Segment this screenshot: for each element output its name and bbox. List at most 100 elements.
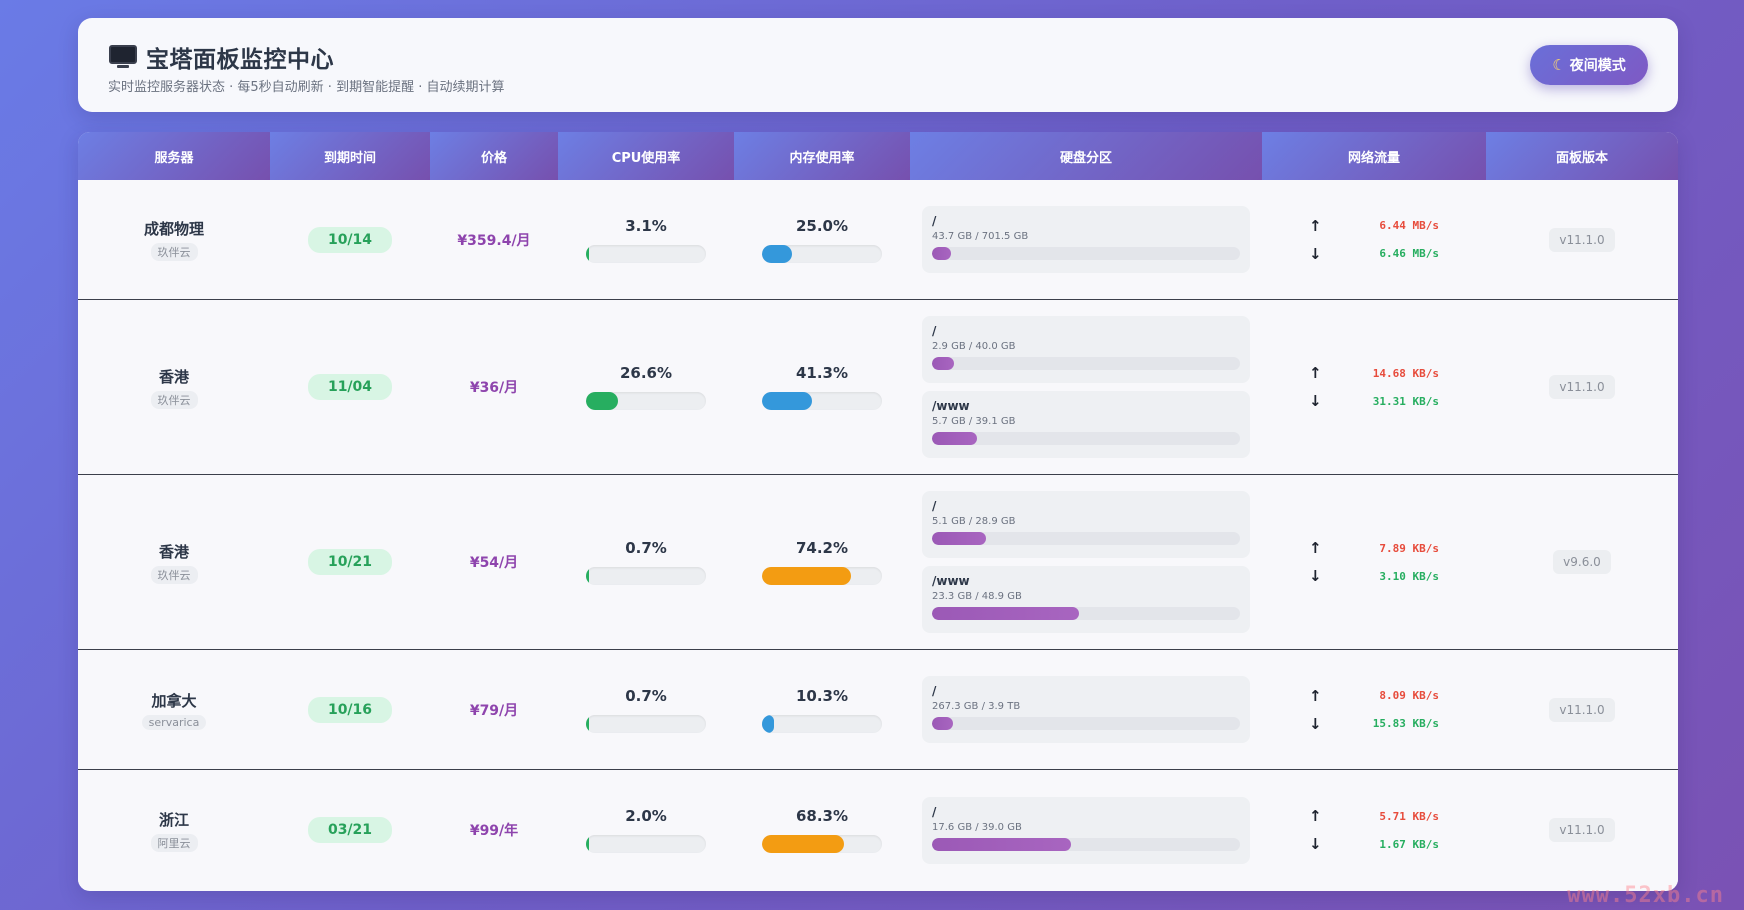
column-header-disk: 硬盘分区 <box>910 132 1262 180</box>
disk-partition: /www 23.3 GB / 48.9 GB <box>922 566 1250 633</box>
memory-bar <box>762 714 882 733</box>
disk-mount: / <box>932 804 937 819</box>
upload-speed: 5.71 KB/s <box>1379 809 1439 823</box>
expire-cell: 10/16 <box>270 650 430 769</box>
column-header-version: 面板版本 <box>1486 132 1678 180</box>
expire-badge: 11/04 <box>307 374 393 400</box>
disk-cell: / 5.1 GB / 28.9 GB /www 23.3 GB / 48.9 G… <box>910 475 1262 649</box>
upload-speed: 7.89 KB/s <box>1379 541 1439 555</box>
cpu-cell: 0.7% <box>558 475 734 649</box>
memory-percent: 25.0% <box>795 216 849 235</box>
disk-mount: /www <box>932 574 970 588</box>
server-cell: 加拿大 servarica <box>78 650 270 769</box>
download-speed: 31.31 KB/s <box>1372 394 1439 408</box>
panel-version: v11.1.0 <box>1549 227 1615 252</box>
cpu-bar <box>586 835 706 853</box>
price-cell: ¥359.4/月 <box>430 180 558 299</box>
server-cell: 香港 玖伴云 <box>78 300 270 474</box>
cpu-cell: 0.7% <box>558 650 734 769</box>
memory-bar <box>762 567 882 585</box>
memory-percent: 74.2% <box>795 539 849 557</box>
server-name: 加拿大 <box>151 691 197 710</box>
disk-usage: 23.3 GB / 48.9 GB <box>932 591 1022 602</box>
price: ¥359.4/月 <box>457 232 531 249</box>
page-title: 宝塔面板监控中心 <box>146 47 334 73</box>
column-header-expire: 到期时间 <box>270 132 430 180</box>
table-row: 香港 玖伴云 10/21 ¥54/月 0.7% 74.2% / 5.1 GB /… <box>78 475 1678 650</box>
server-name: 香港 <box>158 367 189 386</box>
network-down: ↓ 1.67 KB/s <box>1309 835 1439 853</box>
price-cell: ¥79/月 <box>430 650 558 769</box>
memory-percent: 10.3% <box>795 686 849 705</box>
memory-bar-fill <box>762 835 844 853</box>
disk-list: / 17.6 GB / 39.0 GB <box>910 796 1262 864</box>
price-cell: ¥99/年 <box>430 770 558 890</box>
price: ¥54/月 <box>469 555 519 571</box>
table-body: 成都物理 玖伴云 10/14 ¥359.4/月 3.1% 25.0% / 43.… <box>78 180 1678 890</box>
disk-usage: 43.7 GB / 701.5 GB <box>932 231 1029 242</box>
network-up: ↑ 5.71 KB/s <box>1309 807 1439 825</box>
server-name: 香港 <box>158 542 189 561</box>
download-speed: 15.83 KB/s <box>1372 717 1439 730</box>
network-down: ↓ 31.31 KB/s <box>1309 392 1439 410</box>
monitor-icon <box>108 44 138 70</box>
arrow-down-icon: ↓ <box>1309 714 1322 733</box>
cpu-bar-fill <box>586 835 589 853</box>
cpu-bar-fill <box>586 244 589 263</box>
night-mode-button[interactable]: ☾ 夜间模式 <box>1530 45 1648 85</box>
network-traffic: ↑ 14.68 KB/s ↓ 31.31 KB/s <box>1309 364 1439 410</box>
server-cell: 香港 玖伴云 <box>78 475 270 649</box>
panel-version: v9.6.0 <box>1553 550 1611 574</box>
memory-percent: 41.3% <box>795 364 849 382</box>
disk-usage-fill <box>932 532 987 545</box>
column-header-memory: 内存使用率 <box>734 132 910 180</box>
provider-tag: 阿里云 <box>150 833 198 852</box>
disk-usage: 17.6 GB / 39.0 GB <box>932 821 1022 833</box>
disk-usage-fill <box>932 432 977 445</box>
expire-badge: 03/21 <box>307 817 393 843</box>
cpu-bar-fill <box>586 392 618 410</box>
network-traffic: ↑ 8.09 KB/s ↓ 15.83 KB/s <box>1309 687 1439 733</box>
cpu-bar <box>586 392 706 410</box>
page-subtitle: 实时监控服务器状态 · 每5秒自动刷新 · 到期智能提醒 · 自动续期计算 <box>108 80 505 95</box>
disk-mount: / <box>932 324 937 338</box>
memory-bar-fill <box>762 567 852 585</box>
network-up: ↑ 7.89 KB/s <box>1309 539 1439 557</box>
disk-mount: /www <box>932 399 970 413</box>
panel-version: v11.1.0 <box>1549 697 1615 722</box>
expire-badge: 10/14 <box>307 226 393 253</box>
price: ¥36/月 <box>469 380 519 396</box>
cpu-bar-fill <box>586 567 589 585</box>
version-cell: v11.1.0 <box>1486 180 1678 299</box>
disk-usage-fill <box>932 717 953 730</box>
download-speed: 1.67 KB/s <box>1379 837 1439 851</box>
disk-usage: 5.1 GB / 28.9 GB <box>932 516 1016 527</box>
memory-cell: 41.3% <box>734 300 910 474</box>
memory-bar <box>762 835 882 853</box>
cpu-bar <box>586 567 706 585</box>
disk-usage-bar <box>932 607 1240 620</box>
download-speed: 6.46 MB/s <box>1379 247 1439 260</box>
cpu-cell: 3.1% <box>558 180 734 299</box>
network-traffic: ↑ 5.71 KB/s ↓ 1.67 KB/s <box>1309 807 1439 853</box>
network-traffic: ↑ 7.89 KB/s ↓ 3.10 KB/s <box>1309 539 1439 585</box>
cpu-percent: 0.7% <box>625 539 667 557</box>
column-header-price: 价格 <box>430 132 558 180</box>
disk-cell: / 267.3 GB / 3.9 TB <box>910 650 1262 769</box>
upload-speed: 6.44 MB/s <box>1379 219 1439 232</box>
disk-mount: / <box>932 214 937 228</box>
cpu-bar <box>586 244 706 263</box>
disk-usage-bar <box>932 532 1240 545</box>
column-header-cpu: CPU使用率 <box>558 132 734 180</box>
server-cell: 成都物理 玖伴云 <box>78 180 270 299</box>
provider-tag: 玖伴云 <box>150 565 198 584</box>
expire-badge: 10/16 <box>307 696 393 723</box>
column-header-network: 网络流量 <box>1262 132 1486 180</box>
memory-cell: 10.3% <box>734 650 910 769</box>
expire-cell: 03/21 <box>270 770 430 890</box>
disk-partition: / 5.1 GB / 28.9 GB <box>922 491 1250 558</box>
version-cell: v11.1.0 <box>1486 300 1678 474</box>
disk-usage-fill <box>932 607 1079 620</box>
price: ¥99/年 <box>469 823 519 839</box>
disk-list: / 43.7 GB / 701.5 GB <box>910 206 1262 273</box>
